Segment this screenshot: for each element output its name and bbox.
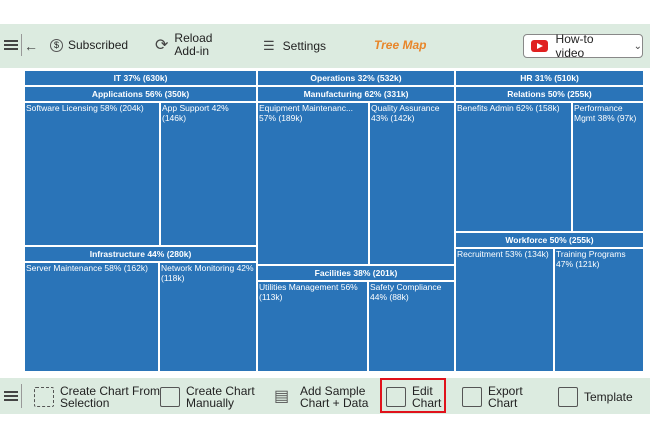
back-button[interactable]: ← (24, 38, 38, 54)
chevron-down-icon: ⌄ (633, 40, 642, 52)
treemap-tile-quality-assurance[interactable]: Quality Assurance 43% (142k) (369, 102, 455, 265)
settings-button[interactable]: ☰ Settings (263, 38, 326, 54)
treemap-header-hr[interactable]: HR 31% (510k) (455, 70, 644, 86)
treemap-tile-utilities-management[interactable]: Utilities Management 56% (113k) (257, 281, 368, 372)
bottom-toolbar (0, 378, 650, 414)
bottom-toolbar-divider (21, 384, 22, 408)
sample-chart-icon: ▤ (274, 388, 290, 405)
treemap-tile-safety-compliance[interactable]: Safety Compliance 44% (88k) (368, 281, 455, 372)
edit-chart-button[interactable]: Edit Chart (386, 385, 441, 409)
add-sample-chart-button[interactable]: ▤ Add Sample Chart + Data (274, 385, 368, 409)
table-edit-icon (160, 387, 180, 407)
template-folder-icon (558, 387, 578, 407)
export-chart-label: Export Chart (488, 384, 523, 410)
add-sample-label: Add Sample Chart + Data (300, 384, 369, 410)
back-arrow-icon: ← (24, 38, 38, 54)
settings-label: Settings (282, 39, 327, 53)
edit-chart-icon (386, 387, 406, 407)
edit-chart-highlight (380, 378, 446, 413)
treemap-tile-training-programs[interactable]: Training Programs 47% (121k) (554, 248, 644, 372)
create-manually-label: Create Chart Manually (186, 384, 255, 410)
treemap-header-facilities[interactable]: Facilities 38% (201k) (257, 265, 455, 281)
treemap-header-applications[interactable]: Applications 56% (350k) (24, 86, 257, 102)
treemap-header-manufacturing[interactable]: Manufacturing 62% (331k) (257, 86, 455, 102)
bottom-menu-icon[interactable] (4, 391, 18, 401)
settings-sliders-icon: ☰ (263, 38, 275, 53)
edit-chart-label: Edit Chart (412, 384, 442, 410)
template-button[interactable]: Template (558, 387, 633, 407)
treemap-tile-recruitment[interactable]: Recruitment 53% (134k) (455, 248, 554, 372)
subscribed-label: Subscribed (68, 38, 129, 52)
youtube-icon (531, 40, 548, 52)
treemap-tile-benefits-admin[interactable]: Benefits Admin 62% (158k) (455, 102, 572, 232)
table-select-icon (34, 387, 54, 407)
treemap-tile-performance-mgmt[interactable]: Performance Mgmt 38% (97k) (572, 102, 644, 232)
create-from-selection-label: Create Chart From Selection (60, 384, 161, 410)
page-title: Tree Map (374, 38, 427, 52)
reload-addin-button[interactable]: ⟳ Reload Add-in (155, 32, 212, 58)
export-icon (462, 387, 482, 407)
create-chart-from-selection-button[interactable]: Create Chart From Selection (34, 385, 160, 409)
treemap-header-operations[interactable]: Operations 32% (532k) (257, 70, 455, 86)
treemap-header-relations[interactable]: Relations 50% (255k) (455, 86, 644, 102)
menu-icon[interactable] (4, 40, 18, 50)
treemap-header-infrastructure[interactable]: Infrastructure 44% (280k) (24, 246, 257, 262)
howto-label: How-to video (555, 32, 594, 60)
treemap-tile-equipment-maintenance[interactable]: Equipment Maintenanc... 57% (189k) (257, 102, 369, 265)
reload-label: Reload Add-in (174, 31, 213, 58)
treemap-tile-server-maintenance[interactable]: Server Maintenance 58% (162k) (24, 262, 159, 372)
treemap-chart: IT 37% (630k) Applications 56% (350k) So… (24, 70, 644, 372)
create-chart-manually-button[interactable]: Create Chart Manually (160, 385, 255, 409)
howto-video-dropdown[interactable]: How-to video ⌄ (523, 32, 643, 60)
template-label: Template (584, 390, 633, 404)
subscribed-button[interactable]: $ Subscribed (50, 38, 128, 52)
treemap-tile-app-support[interactable]: App Support 42% (146k) (160, 102, 257, 246)
export-chart-button[interactable]: Export Chart (462, 385, 523, 409)
dollar-icon: $ (50, 38, 63, 52)
treemap-header-workforce[interactable]: Workforce 50% (255k) (455, 232, 644, 248)
treemap-header-it[interactable]: IT 37% (630k) (24, 70, 257, 86)
toolbar-divider (21, 34, 22, 56)
reload-icon: ⟳ (155, 37, 169, 54)
treemap-tile-software-licensing[interactable]: Software Licensing 58% (204k) (24, 102, 160, 246)
treemap-tile-network-monitoring[interactable]: Network Monitoring 42% (118k) (159, 262, 257, 372)
